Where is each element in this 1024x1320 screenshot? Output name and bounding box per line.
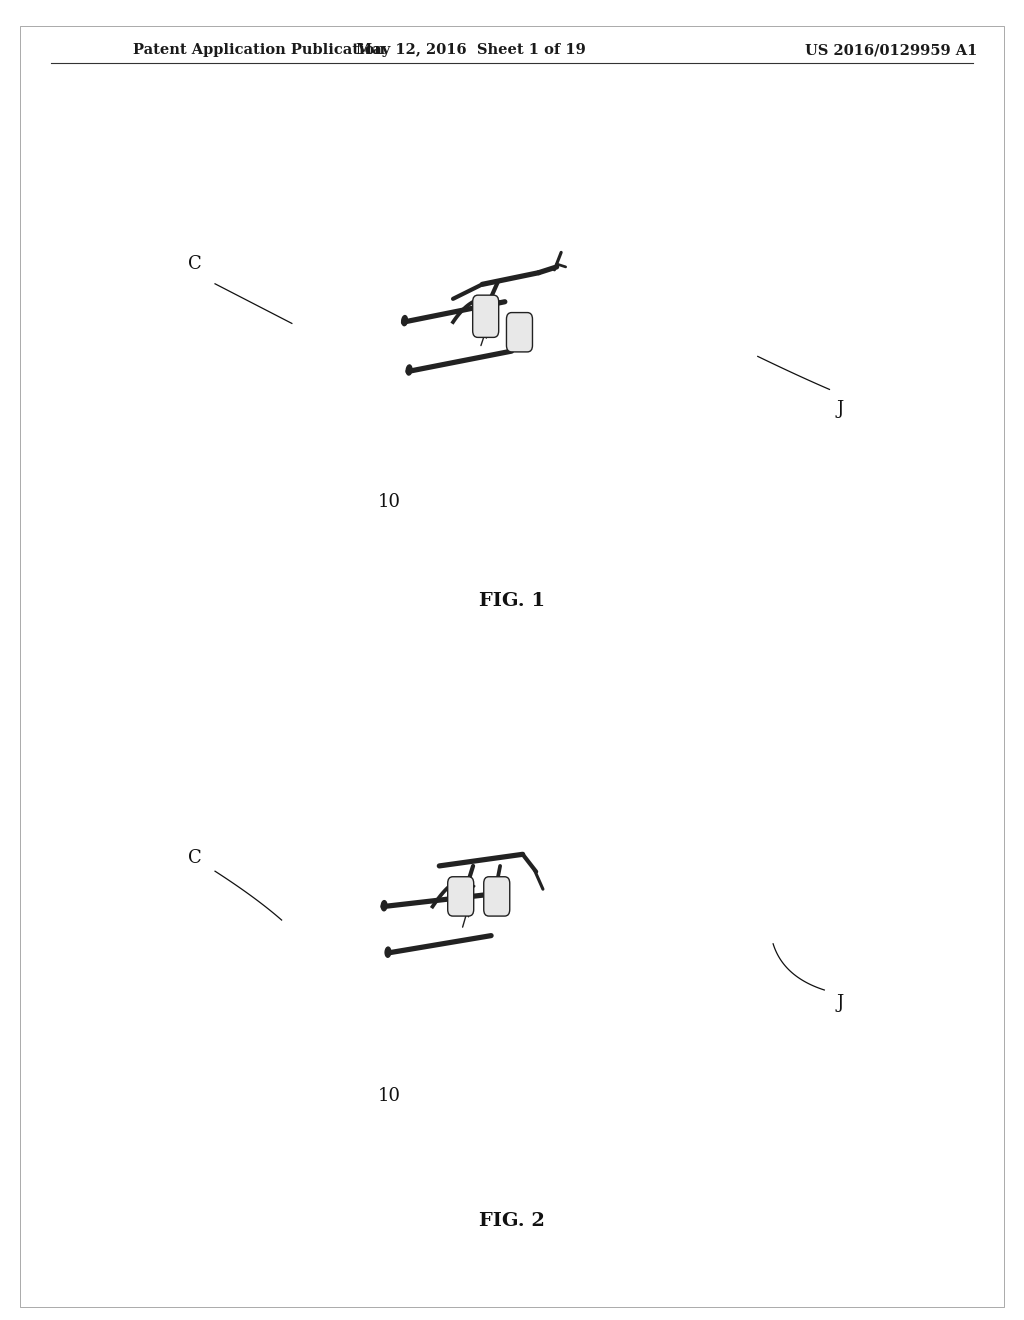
- Ellipse shape: [385, 946, 391, 957]
- Text: C: C: [187, 255, 202, 273]
- Ellipse shape: [401, 315, 408, 326]
- FancyBboxPatch shape: [507, 313, 532, 352]
- Text: J: J: [836, 994, 844, 1012]
- FancyBboxPatch shape: [473, 296, 499, 338]
- Text: FIG. 1: FIG. 1: [479, 591, 545, 610]
- Text: US 2016/0129959 A1: US 2016/0129959 A1: [805, 44, 977, 57]
- Text: 10: 10: [378, 1086, 400, 1105]
- Text: Patent Application Publication: Patent Application Publication: [133, 44, 385, 57]
- FancyBboxPatch shape: [483, 876, 510, 916]
- Text: J: J: [836, 400, 844, 418]
- Text: C: C: [187, 849, 202, 867]
- Text: 10: 10: [378, 492, 400, 511]
- FancyBboxPatch shape: [447, 876, 474, 916]
- Text: May 12, 2016  Sheet 1 of 19: May 12, 2016 Sheet 1 of 19: [356, 44, 586, 57]
- Ellipse shape: [381, 900, 387, 911]
- Text: FIG. 2: FIG. 2: [479, 1212, 545, 1230]
- Ellipse shape: [407, 364, 412, 375]
